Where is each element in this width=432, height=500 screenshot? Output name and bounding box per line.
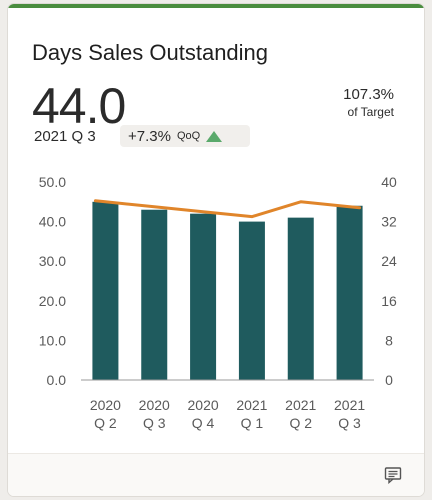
left-axis-tick: 0.0: [47, 372, 67, 388]
kpi-card: Days Sales Outstanding 44.0 2021 Q 3 +7.…: [8, 4, 424, 496]
category-label: 2021 Q 1: [236, 397, 267, 431]
category-label: 2021 Q 3: [334, 397, 365, 431]
target-label: of Target: [347, 105, 394, 119]
target-line-series: [93, 199, 362, 219]
category-label: 2021 Q 2: [285, 397, 316, 431]
category-label: 2020 Q 3: [139, 397, 170, 431]
left-axis-tick: 40.0: [39, 214, 66, 230]
dso-bar: [141, 209, 168, 380]
left-axis-tick: 30.0: [39, 253, 66, 269]
target-percent: 107.3%: [343, 86, 394, 103]
category-label: 2020 Q 4: [188, 397, 219, 431]
comment-icon[interactable]: [384, 466, 402, 484]
kpi-period: 2021 Q 3: [34, 128, 96, 145]
target-block: 107.3% of Target: [343, 86, 394, 119]
card-accent-bar: [8, 4, 424, 8]
dso-bar: [238, 221, 265, 380]
card-title: Days Sales Outstanding: [32, 40, 269, 65]
left-axis-tick: 50.0: [39, 174, 66, 190]
dso-bar: [92, 201, 119, 380]
change-basis: QoQ: [176, 130, 201, 142]
right-axis-tick: 40: [381, 174, 397, 190]
right-axis-tick: 16: [381, 293, 397, 309]
dso-bar: [336, 205, 363, 380]
right-axis-tick: 8: [385, 332, 393, 348]
left-axis-tick: 10.0: [39, 332, 66, 348]
dso-bar: [190, 213, 217, 380]
dso-bar: [287, 217, 314, 380]
change-badge: +7.3% QoQ: [120, 125, 250, 147]
category-label: 2020 Q 2: [90, 397, 121, 431]
right-axis-tick: 32: [381, 214, 397, 230]
up-arrow-icon: [206, 130, 223, 142]
right-axis-tick: 24: [381, 253, 397, 269]
change-value: +7.3%: [128, 127, 171, 145]
kpi-value: 44.0: [32, 78, 126, 134]
left-axis-tick: 20.0: [39, 293, 66, 309]
right-axis-tick: 0: [385, 372, 393, 388]
dso-chart: 0.0 10.0 20.0 30.0 40.0 50.0 0 8 16 24 32 40 2020 Q 2…: [39, 174, 397, 431]
card-footer: [8, 453, 424, 496]
